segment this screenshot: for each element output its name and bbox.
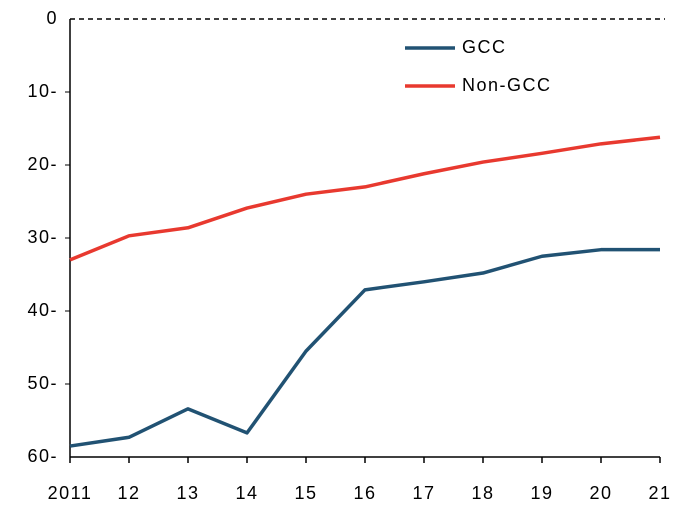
x-tick-label: 2011 bbox=[48, 483, 93, 503]
x-tick-label: 19 bbox=[530, 483, 553, 503]
y-tick-label: 0 bbox=[46, 8, 58, 28]
series-line bbox=[69, 135, 661, 262]
x-tick-label: 13 bbox=[176, 483, 199, 503]
y-tick-label: 20- bbox=[27, 154, 58, 174]
legend-label: Non-GCC bbox=[462, 75, 552, 95]
x-tick-label: 12 bbox=[117, 483, 140, 503]
x-tick-label: 20 bbox=[589, 483, 612, 503]
x-tick-label: 17 bbox=[412, 483, 435, 503]
y-tick-label: 40- bbox=[27, 300, 58, 320]
y-tick-label: 60- bbox=[27, 446, 58, 466]
x-tick-label: 18 bbox=[471, 483, 494, 503]
x-tick-label: 15 bbox=[294, 483, 317, 503]
x-tick-label: 16 bbox=[353, 483, 376, 503]
series-line bbox=[69, 247, 660, 448]
x-tick-label: 21 bbox=[648, 483, 671, 503]
y-tick-label: 30- bbox=[27, 227, 58, 247]
y-tick-label: 50- bbox=[27, 373, 58, 393]
legend-label: GCC bbox=[462, 37, 507, 57]
y-tick-label: 10- bbox=[27, 81, 58, 101]
x-tick-label: 14 bbox=[235, 483, 258, 503]
